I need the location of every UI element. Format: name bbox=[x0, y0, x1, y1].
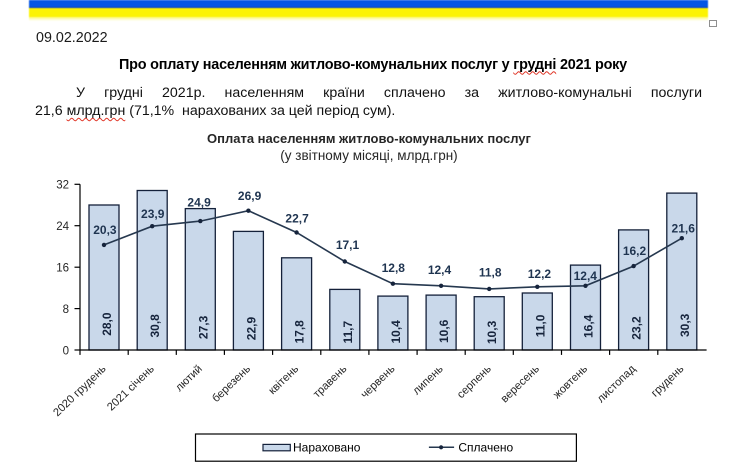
svg-text:8: 8 bbox=[63, 304, 69, 316]
svg-text:10,6: 10,6 bbox=[437, 319, 451, 343]
svg-text:21,6: 21,6 bbox=[672, 222, 696, 236]
svg-text:11,8: 11,8 bbox=[479, 265, 502, 279]
svg-text:жовтень: жовтень bbox=[551, 363, 590, 401]
svg-text:16,2: 16,2 bbox=[623, 244, 647, 258]
svg-text:травень: травень bbox=[311, 363, 349, 401]
svg-text:Сплачено: Сплачено bbox=[458, 441, 513, 455]
svg-text:20,3: 20,3 bbox=[93, 223, 117, 237]
svg-text:24: 24 bbox=[56, 221, 69, 233]
svg-text:липень: липень bbox=[411, 363, 446, 397]
svg-text:30,3: 30,3 bbox=[678, 313, 692, 337]
svg-text:22,7: 22,7 bbox=[285, 212, 309, 226]
svg-text:Нараховано: Нараховано bbox=[293, 441, 361, 455]
svg-text:23,2: 23,2 bbox=[630, 316, 644, 340]
svg-text:11,7: 11,7 bbox=[341, 320, 355, 343]
svg-text:квітень: квітень bbox=[267, 363, 302, 397]
svg-text:17,1: 17,1 bbox=[336, 238, 360, 252]
svg-text:листопад: листопад bbox=[595, 363, 638, 406]
svg-text:0: 0 bbox=[63, 345, 69, 357]
svg-text:2021 січень: 2021 січень bbox=[105, 363, 157, 414]
svg-text:17,8: 17,8 bbox=[293, 320, 307, 344]
svg-text:26,9: 26,9 bbox=[238, 189, 262, 203]
svg-text:10,4: 10,4 bbox=[389, 320, 403, 344]
svg-text:10,3: 10,3 bbox=[485, 320, 499, 344]
svg-text:22,9: 22,9 bbox=[244, 317, 258, 341]
svg-text:12,8: 12,8 bbox=[382, 261, 406, 275]
svg-text:23,9: 23,9 bbox=[141, 207, 165, 221]
svg-text:лютий: лютий bbox=[173, 363, 205, 394]
svg-text:32: 32 bbox=[56, 180, 69, 192]
svg-text:30,8: 30,8 bbox=[148, 314, 162, 338]
svg-text:16,4: 16,4 bbox=[582, 314, 596, 338]
svg-text:27,3: 27,3 bbox=[196, 315, 210, 339]
svg-text:12,4: 12,4 bbox=[574, 269, 598, 283]
svg-text:16: 16 bbox=[56, 263, 69, 275]
svg-text:червень: червень bbox=[359, 363, 398, 401]
svg-text:24,9: 24,9 bbox=[187, 195, 211, 209]
svg-text:11,0: 11,0 bbox=[533, 314, 547, 337]
svg-text:вересень: вересень bbox=[499, 363, 542, 405]
svg-text:12,4: 12,4 bbox=[428, 263, 452, 277]
svg-text:12,2: 12,2 bbox=[528, 267, 552, 281]
svg-text:серпень: серпень bbox=[455, 363, 494, 401]
svg-text:2020 грудень: 2020 грудень bbox=[51, 363, 108, 419]
svg-text:березень: березень bbox=[210, 363, 253, 405]
svg-text:грудень: грудень bbox=[649, 363, 686, 400]
svg-text:28,0: 28,0 bbox=[100, 312, 114, 336]
